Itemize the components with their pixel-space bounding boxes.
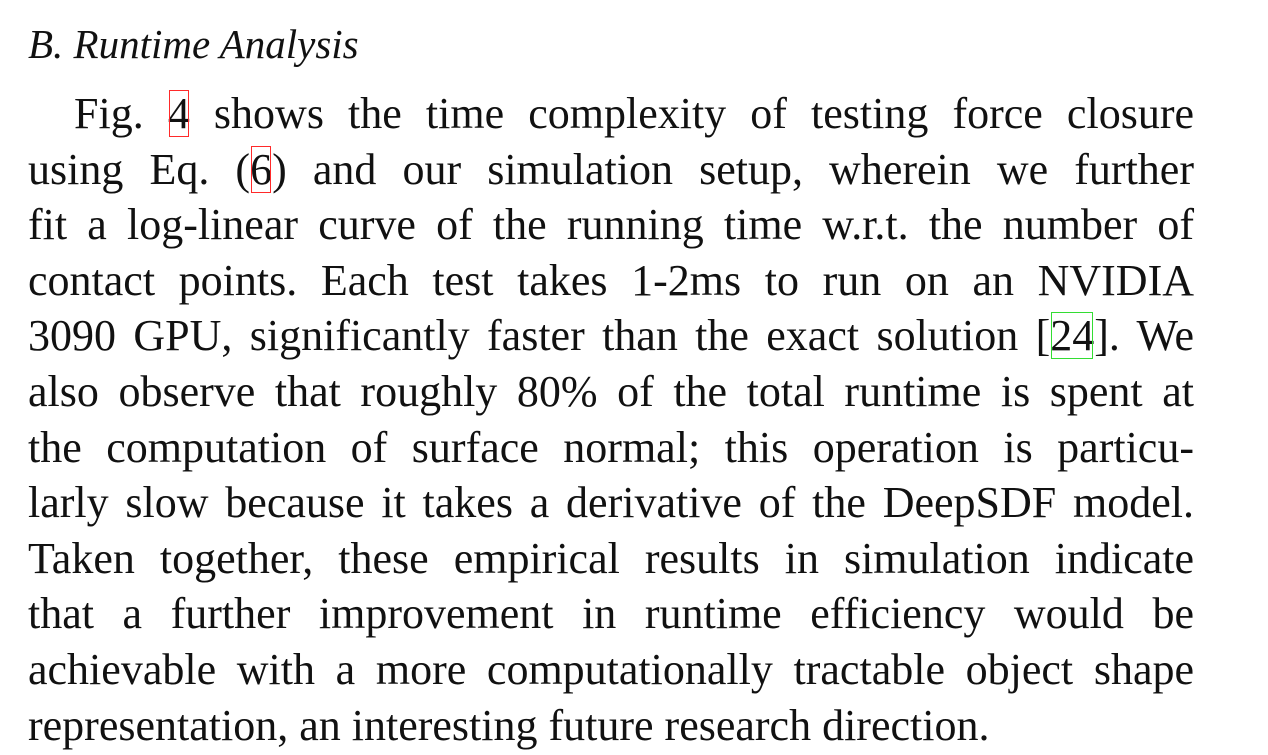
- text-line-7: the computation of surface normal; this …: [28, 422, 1194, 472]
- line-text: using Eq. (: [28, 144, 251, 194]
- text-line-6: also observe that roughly 80% of the tot…: [28, 366, 1194, 416]
- text-line-3: fit a log-linear curve of the running ti…: [28, 200, 1194, 250]
- text-line-1: Fig. 4 shows the time complexity of test…: [28, 85, 1194, 141]
- figure-reference-link[interactable]: 4: [167, 89, 190, 138]
- text-line-8: larly slow because it takes a derivative…: [28, 478, 1194, 528]
- line-text: 3090 GPU, significantly faster than the …: [28, 311, 1051, 361]
- line-text: ) and our simulation setup, wherein we f…: [272, 144, 1194, 194]
- equation-reference-link[interactable]: 6: [250, 144, 273, 194]
- citation-reference-link[interactable]: 24: [1050, 311, 1095, 361]
- section-heading: B. Runtime Analysis: [28, 21, 359, 67]
- text-line-10: that a further improvement in runtime ef…: [28, 589, 1194, 639]
- text-line-5: 3090 GPU, significantly faster than the …: [28, 307, 1194, 363]
- line-text: Fig.: [74, 89, 168, 138]
- text-line-4: contact points. Each test takes 1-2ms to…: [28, 255, 1194, 305]
- body-paragraph: Fig. 4 shows the time complexity of test…: [28, 85, 1194, 752]
- line-text: shows the time complexity of testing for…: [189, 89, 1194, 138]
- line-text: ]. We: [1094, 311, 1194, 361]
- text-line-9: Taken together, these empirical results …: [28, 533, 1194, 583]
- text-line-11: achievable with a more computationally t…: [28, 644, 1194, 694]
- text-line-2: using Eq. (6) and our simulation setup, …: [28, 141, 1194, 197]
- text-line-12: representation, an interesting future re…: [28, 700, 990, 750]
